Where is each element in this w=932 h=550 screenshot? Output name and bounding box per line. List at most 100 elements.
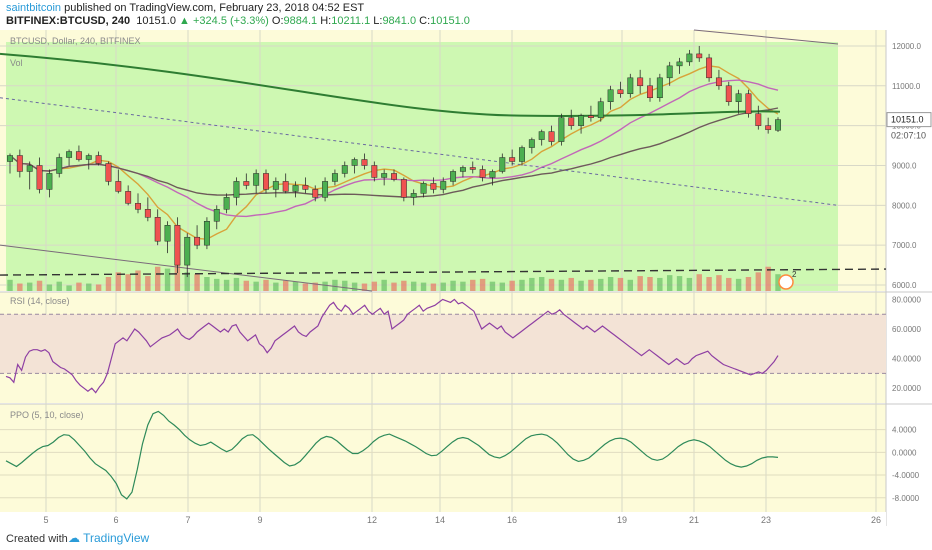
candle-up xyxy=(597,101,604,118)
candle-down xyxy=(548,131,555,142)
volume-bar xyxy=(17,283,23,291)
volume-bar xyxy=(765,266,771,291)
chart-area[interactable]: 56791214161921232612000.011000.010000.09… xyxy=(0,0,932,526)
volume-bar xyxy=(154,266,161,291)
candle-down xyxy=(371,165,378,178)
candle-down xyxy=(509,157,516,162)
time-tick-label: 5 xyxy=(43,515,48,525)
candle-down xyxy=(568,117,575,126)
close-label: C: xyxy=(419,15,431,27)
alert-badge: 2 xyxy=(792,270,797,279)
candle-down xyxy=(154,217,161,242)
volume-bar xyxy=(164,268,171,291)
volume-bar xyxy=(292,281,299,291)
candle-down xyxy=(696,53,703,59)
volume-bar xyxy=(233,277,240,291)
byline: saintbitcoin published on TradingView.co… xyxy=(6,2,364,14)
candle-up xyxy=(459,167,466,172)
ohlc-readout: BITFINEX:BTCUSD, 240 10151.0 ▲ +324.5 (+… xyxy=(6,15,470,27)
volume-bar xyxy=(302,283,309,291)
volume-bar xyxy=(273,282,279,291)
price-tick-label: 7000.0 xyxy=(892,241,917,250)
candle-up xyxy=(233,181,240,198)
volume-bar xyxy=(76,282,82,291)
support-dashed-line xyxy=(0,268,887,276)
price-tick-label: 8000.0 xyxy=(892,201,917,210)
price-tick-label: 6000.0 xyxy=(892,281,917,290)
low-label: L: xyxy=(373,15,383,27)
volume-bar xyxy=(391,282,397,291)
tradingview-logo[interactable]: ☁ TradingView xyxy=(68,531,150,545)
candle-up xyxy=(578,115,585,126)
price-legend: BTCUSD, Dollar, 240, BITFINEX xyxy=(10,36,141,46)
candle-up xyxy=(184,236,191,266)
symbol-label: BITFINEX:BTCUSD, 240 xyxy=(6,15,131,27)
volume-bar xyxy=(243,280,250,291)
candle-up xyxy=(420,183,427,194)
last-price-tag: 10151.0 xyxy=(891,115,924,125)
volume-bar xyxy=(509,280,515,291)
volume-bar xyxy=(686,277,693,291)
candle-up xyxy=(292,185,299,192)
volume-bar xyxy=(430,283,437,291)
highlight-range xyxy=(6,42,838,291)
dashed-trend-line xyxy=(0,97,839,206)
price-tick-label: 9000.0 xyxy=(892,161,917,170)
upper-trend-line xyxy=(693,29,839,45)
rsi-line xyxy=(5,298,779,394)
candle-down xyxy=(135,203,141,210)
volume-bar xyxy=(706,277,712,291)
rsi-tick-label: 20.0000 xyxy=(892,384,921,393)
volume-bar xyxy=(401,280,407,291)
price-tick-label: 12000.0 xyxy=(892,42,921,51)
volume-bar xyxy=(696,274,702,291)
candle-down xyxy=(647,85,653,98)
volume-bar xyxy=(489,281,496,291)
volume-legend: Vol xyxy=(10,58,23,68)
volume-bar xyxy=(174,263,181,291)
candle-down xyxy=(174,225,181,266)
candle-up xyxy=(223,197,230,210)
volume-bar xyxy=(194,274,200,291)
candle-up xyxy=(331,173,338,182)
volume-bar xyxy=(637,276,643,291)
volume-bar xyxy=(420,282,427,291)
candle-up xyxy=(499,157,506,172)
open-label: O: xyxy=(271,15,284,27)
volume-bar xyxy=(657,277,663,291)
candle-up xyxy=(735,93,742,102)
flag-icon[interactable] xyxy=(778,274,794,290)
time-tick-label: 14 xyxy=(435,515,445,525)
candle-up xyxy=(656,77,663,98)
candle-down xyxy=(282,181,289,192)
price-tick-label: 11000.0 xyxy=(892,82,921,91)
last-price: 10151.0 xyxy=(136,15,176,27)
lower-trend-line xyxy=(0,244,373,292)
candle-up xyxy=(164,225,171,242)
candle-down xyxy=(95,155,102,164)
volume-bar xyxy=(479,278,486,291)
price-change: +324.5 (+3.3%) xyxy=(192,15,269,27)
volume-bar xyxy=(135,270,141,291)
high-label: H: xyxy=(320,15,332,27)
rsi-tick-label: 60.0000 xyxy=(892,325,921,334)
ppo-tick-label: -8.0000 xyxy=(892,494,920,503)
candle-down xyxy=(587,115,594,118)
volume-bar xyxy=(322,281,328,291)
candle-down xyxy=(115,181,122,192)
author-link[interactable]: saintbitcoin xyxy=(6,2,62,14)
candle-up xyxy=(253,173,260,186)
volume-bar xyxy=(46,284,53,291)
volume-bar xyxy=(588,279,594,291)
volume-bar xyxy=(666,275,673,291)
volume-bar xyxy=(26,282,33,291)
ppo-tick-label: -4.0000 xyxy=(892,471,920,480)
candle-up xyxy=(775,119,781,131)
volume-bar xyxy=(351,282,358,291)
volume-bar xyxy=(204,277,210,291)
candle-up xyxy=(26,165,33,172)
volume-bar xyxy=(598,278,604,291)
rsi-band xyxy=(0,314,886,374)
ppo-tick-label: 4.0000 xyxy=(892,426,917,435)
candle-down xyxy=(361,159,368,166)
